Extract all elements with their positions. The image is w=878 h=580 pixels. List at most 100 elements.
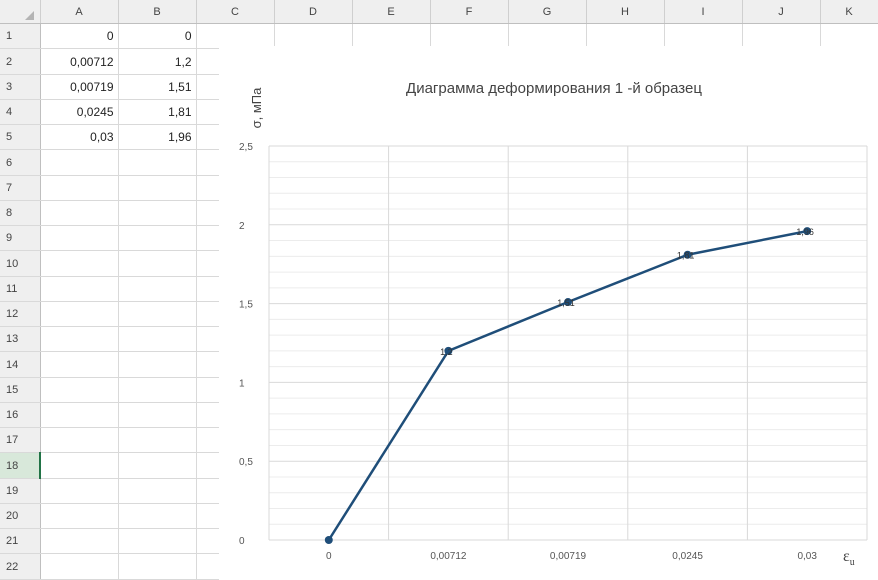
deformation-chart[interactable]: Диаграмма деформирования 1 -й образец σ, …: [219, 46, 878, 580]
cell-b[interactable]: [118, 326, 197, 353]
cell-b[interactable]: 1,51: [118, 74, 197, 100]
cell-b[interactable]: [118, 225, 197, 252]
row-header[interactable]: 14: [0, 351, 41, 378]
row-header[interactable]: 9: [0, 225, 41, 252]
cell-a[interactable]: [40, 326, 119, 353]
cell-b[interactable]: [118, 478, 197, 504]
row-header[interactable]: 17: [0, 427, 41, 454]
data-point: [564, 298, 572, 307]
row-header[interactable]: 1: [0, 23, 41, 50]
cell-a[interactable]: 0: [40, 23, 119, 50]
cell-b[interactable]: [118, 427, 197, 454]
cell-b[interactable]: 1,2: [118, 48, 197, 75]
cell-b[interactable]: [118, 200, 197, 227]
y-tick-label: 2: [239, 221, 245, 232]
cell-b[interactable]: [118, 250, 197, 277]
row-header[interactable]: 10: [0, 250, 41, 277]
column-header-c[interactable]: C: [196, 0, 275, 25]
cell-a[interactable]: [40, 250, 119, 277]
column-header-d[interactable]: D: [274, 0, 353, 25]
row-header[interactable]: 4: [0, 99, 41, 126]
chart-area[interactable]: Диаграмма деформирования 1 -й образец σ, …: [219, 46, 878, 580]
column-header-e[interactable]: E: [352, 0, 431, 25]
cell[interactable]: [664, 23, 743, 50]
cell-a[interactable]: [40, 225, 119, 252]
cell-a[interactable]: [40, 402, 119, 429]
cell-a[interactable]: [40, 149, 119, 176]
row-header[interactable]: 13: [0, 326, 41, 353]
cell-a[interactable]: [40, 276, 119, 302]
cell-a[interactable]: 0,00712: [40, 48, 119, 75]
data-label: 1,51: [557, 298, 575, 308]
column-header-k[interactable]: K: [820, 0, 878, 25]
x-tick-label: 0,0245: [672, 551, 703, 562]
cell-a[interactable]: [39, 452, 119, 479]
cell-b[interactable]: [118, 175, 197, 201]
y-axis-label: σ, мПа: [249, 87, 264, 129]
cell[interactable]: [274, 23, 353, 50]
column-header-j[interactable]: J: [742, 0, 821, 25]
cell-a[interactable]: [40, 377, 119, 403]
cell-b[interactable]: 1,96: [118, 124, 197, 151]
row-header[interactable]: 7: [0, 175, 41, 201]
cell-b[interactable]: [118, 503, 197, 530]
cell-a[interactable]: [40, 553, 119, 580]
cell-a[interactable]: [40, 200, 119, 227]
cell-a[interactable]: 0,03: [40, 124, 119, 151]
row-header[interactable]: 21: [0, 528, 41, 555]
row-header[interactable]: 6: [0, 149, 41, 176]
cell-b[interactable]: 1,81: [118, 99, 197, 126]
row-header[interactable]: 3: [0, 74, 41, 100]
data-label: 1,2: [440, 347, 453, 357]
chart-title: Диаграмма деформирования 1 -й образец: [406, 80, 702, 97]
data-point: [444, 346, 453, 355]
data-label: 1,81: [677, 251, 695, 261]
y-tick-label: 0,5: [239, 457, 253, 468]
x-axis-label: εu: [843, 548, 855, 568]
row-header[interactable]: 19: [0, 478, 41, 504]
cell-b[interactable]: [118, 149, 197, 176]
cell-b[interactable]: [118, 301, 197, 328]
data-label: 1,96: [796, 227, 814, 237]
row-header[interactable]: 22: [0, 553, 41, 580]
cell-a[interactable]: [40, 175, 119, 201]
row-header[interactable]: 16: [0, 402, 41, 429]
cell-a[interactable]: [40, 503, 119, 530]
row-header[interactable]: 2: [0, 48, 41, 75]
cell[interactable]: [586, 23, 665, 50]
y-tick-label: 0: [239, 536, 245, 547]
cell-a[interactable]: [40, 301, 119, 328]
column-header-f[interactable]: F: [430, 0, 509, 25]
cell-a[interactable]: [40, 427, 119, 454]
y-tick-label: 2,5: [239, 142, 253, 153]
row-header[interactable]: 18: [0, 452, 41, 479]
cell-b[interactable]: 0: [118, 23, 197, 50]
cell-a[interactable]: 0,00719: [40, 74, 119, 100]
cell-b[interactable]: [118, 402, 197, 429]
row-header[interactable]: 8: [0, 200, 41, 227]
row-header[interactable]: 15: [0, 377, 41, 403]
column-header-g[interactable]: G: [508, 0, 587, 25]
row-header[interactable]: 11: [0, 276, 41, 302]
cell-b[interactable]: [118, 528, 197, 555]
cell-a[interactable]: [40, 351, 119, 378]
column-header-b[interactable]: B: [118, 0, 197, 25]
row-header[interactable]: 20: [0, 503, 41, 530]
column-header-i[interactable]: I: [664, 0, 743, 25]
column-header-a[interactable]: A: [40, 0, 119, 25]
cell-b[interactable]: [118, 276, 197, 302]
cell-b[interactable]: [118, 553, 197, 580]
row-header[interactable]: 12: [0, 301, 41, 328]
cell-a[interactable]: [40, 478, 119, 504]
row-header[interactable]: 5: [0, 124, 41, 151]
select-all-corner[interactable]: [0, 0, 41, 25]
cell-a[interactable]: 0,0245: [40, 99, 119, 126]
cell-b[interactable]: [118, 351, 197, 378]
series-line: [327, 229, 808, 541]
column-header-h[interactable]: H: [586, 0, 665, 25]
cell-b[interactable]: [118, 377, 197, 403]
cell-a[interactable]: [40, 528, 119, 555]
cell-b[interactable]: [118, 452, 197, 479]
cell[interactable]: [742, 23, 821, 50]
